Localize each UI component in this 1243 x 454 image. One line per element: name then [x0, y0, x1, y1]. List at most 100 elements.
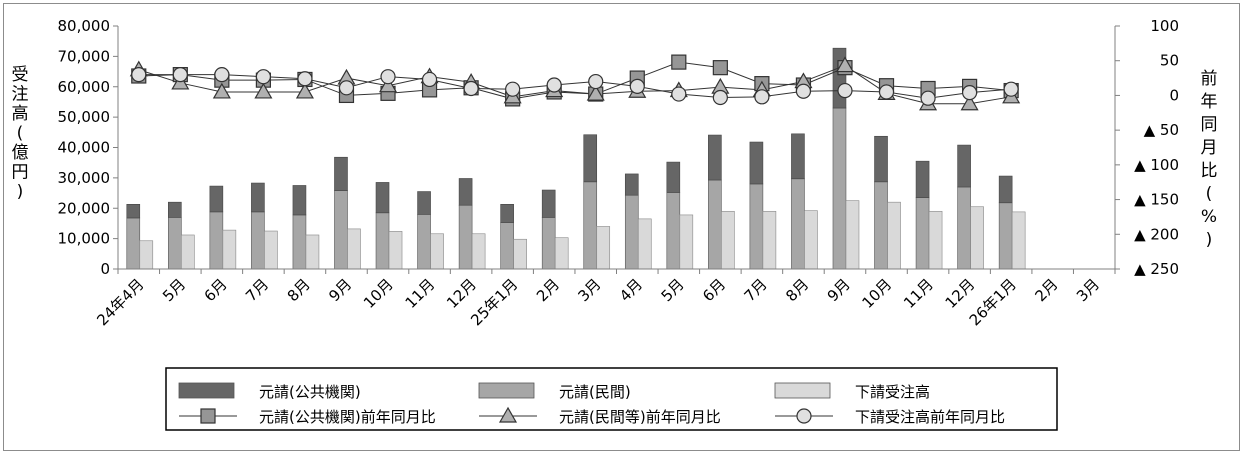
x-tick-label: 7月	[242, 275, 272, 305]
chart-svg: 0 10,000 20,000 30,000 40,000 50,000 60,000 70,…	[12, 17, 1218, 431]
left-tick-label: 50,000	[58, 108, 111, 126]
legend-label-5: 下請受注高前年同月比	[855, 408, 1005, 426]
bar-public-17	[832, 47, 847, 109]
bar-public-14	[708, 134, 722, 181]
bar-private-10	[541, 217, 556, 270]
circle-marker-20	[962, 85, 978, 101]
bar-public-9	[500, 204, 514, 223]
left-tick-label: 0	[100, 260, 110, 278]
triangle-marker-6	[378, 76, 398, 93]
right-tick-labels: 100 50 0 ▲ 50 ▲ 100 ▲ 150 ▲ 200 ▲ 250	[1134, 17, 1179, 278]
legend-label-0: 元請(公共機関)	[259, 383, 361, 401]
x-tick-label: 6月	[699, 275, 729, 305]
circle-marker-6	[380, 69, 396, 85]
circle-marker-19	[920, 90, 936, 106]
left-tick-label: 10,000	[58, 230, 111, 248]
circle-marker-13	[671, 86, 687, 102]
bar-private-13	[666, 192, 681, 270]
bar-subcontract-1	[181, 234, 195, 270]
circle-marker-17	[837, 82, 853, 99]
x-tick-label: 4月	[616, 275, 646, 305]
y-axis-label-right-text: 前年同月比(%)	[1201, 69, 1218, 250]
line-layer	[129, 54, 1021, 111]
bar-subcontract-11	[596, 226, 611, 270]
right-tick-label: ▲ 150	[1134, 191, 1179, 209]
right-tick-label: 50	[1160, 52, 1179, 70]
circle-marker-9	[505, 81, 521, 97]
y-axis-label-left-text: 受注高(億円)	[12, 65, 29, 202]
bar-public-8	[458, 178, 473, 206]
legend-swatch-0	[178, 382, 235, 399]
bar-subcontract-5	[347, 228, 361, 270]
right-tick-label: 100	[1150, 17, 1179, 35]
bar-private-6	[375, 212, 390, 270]
right-tick-label: ▲ 50	[1144, 121, 1179, 139]
circle-marker-11	[588, 73, 604, 90]
circle-marker-1	[172, 66, 188, 83]
bar-public-1	[168, 201, 182, 218]
x-tick-label: 26年1月	[966, 275, 1020, 329]
right-tick-label: ▲ 100	[1134, 156, 1179, 174]
circle-marker-21	[1003, 81, 1019, 97]
bar-public-6	[375, 182, 390, 214]
bar-subcontract-18	[887, 201, 901, 270]
x-tick-label: 3月	[1073, 275, 1103, 305]
bar-private-17	[832, 107, 847, 270]
bar-public-10	[541, 189, 556, 218]
circle-marker-0	[131, 66, 147, 83]
bar-public-5	[334, 156, 348, 191]
x-tick-label: 12月	[443, 275, 480, 312]
line-square	[138, 61, 1012, 100]
circle-marker-12	[629, 78, 645, 95]
left-tick-label: 80,000	[58, 17, 111, 35]
right-tick-label: ▲ 250	[1134, 260, 1179, 278]
bar-subcontract-4	[305, 234, 320, 270]
left-tick-label: 20,000	[58, 199, 111, 217]
bar-subcontract-20	[970, 206, 984, 270]
legend-label-3: 元請(公共機関)前年同月比	[259, 408, 436, 426]
legend-swatch-1	[478, 382, 535, 399]
legend-marker-5	[796, 408, 812, 424]
bar-private-14	[708, 179, 722, 270]
left-tick-label: 60,000	[58, 78, 111, 96]
bar-private-20	[957, 186, 971, 270]
circle-marker-14	[712, 89, 728, 106]
bar-private-8	[458, 204, 473, 270]
bar-subcontract-8	[471, 233, 486, 270]
circle-marker-5	[338, 80, 355, 96]
legend-marker-4	[498, 406, 518, 423]
bar-private-1	[168, 217, 182, 270]
bar-subcontract-0	[139, 240, 154, 270]
right-tick-label: ▲ 200	[1134, 225, 1179, 243]
bar-public-11	[583, 134, 598, 183]
bar-private-2	[209, 211, 224, 270]
x-tick-label: 12月	[942, 275, 979, 312]
triangle-marker-4	[295, 82, 314, 99]
bar-subcontract-10	[554, 237, 569, 270]
left-tick-label: 30,000	[58, 169, 111, 187]
bar-public-16	[791, 133, 805, 180]
x-tick-label: 6月	[201, 275, 231, 305]
legend-marker-3	[200, 408, 216, 424]
bar-private-16	[791, 178, 805, 270]
left-tick-label: 70,000	[58, 47, 111, 65]
bar-private-5	[334, 190, 348, 270]
triangle-marker-3	[254, 82, 273, 99]
right-tick-label: 0	[1169, 86, 1179, 104]
x-tick-label: 25年1月	[467, 275, 521, 329]
bar-private-0	[126, 217, 141, 270]
bar-public-18	[874, 135, 888, 183]
bar-subcontract-3	[264, 230, 278, 270]
bar-private-12	[624, 194, 639, 270]
circle-marker-3	[255, 69, 271, 85]
bar-subcontract-19	[928, 210, 943, 270]
bar-subcontract-13	[679, 214, 694, 270]
line-circle	[138, 74, 1012, 99]
legend-label-1: 元請(民間)	[559, 383, 631, 401]
legend-box	[165, 367, 1058, 431]
x-tick-label: 5月	[159, 275, 189, 305]
triangle-marker-17	[835, 56, 855, 73]
bar-subcontract-2	[222, 229, 237, 270]
x-tick-label: 3月	[574, 275, 604, 305]
